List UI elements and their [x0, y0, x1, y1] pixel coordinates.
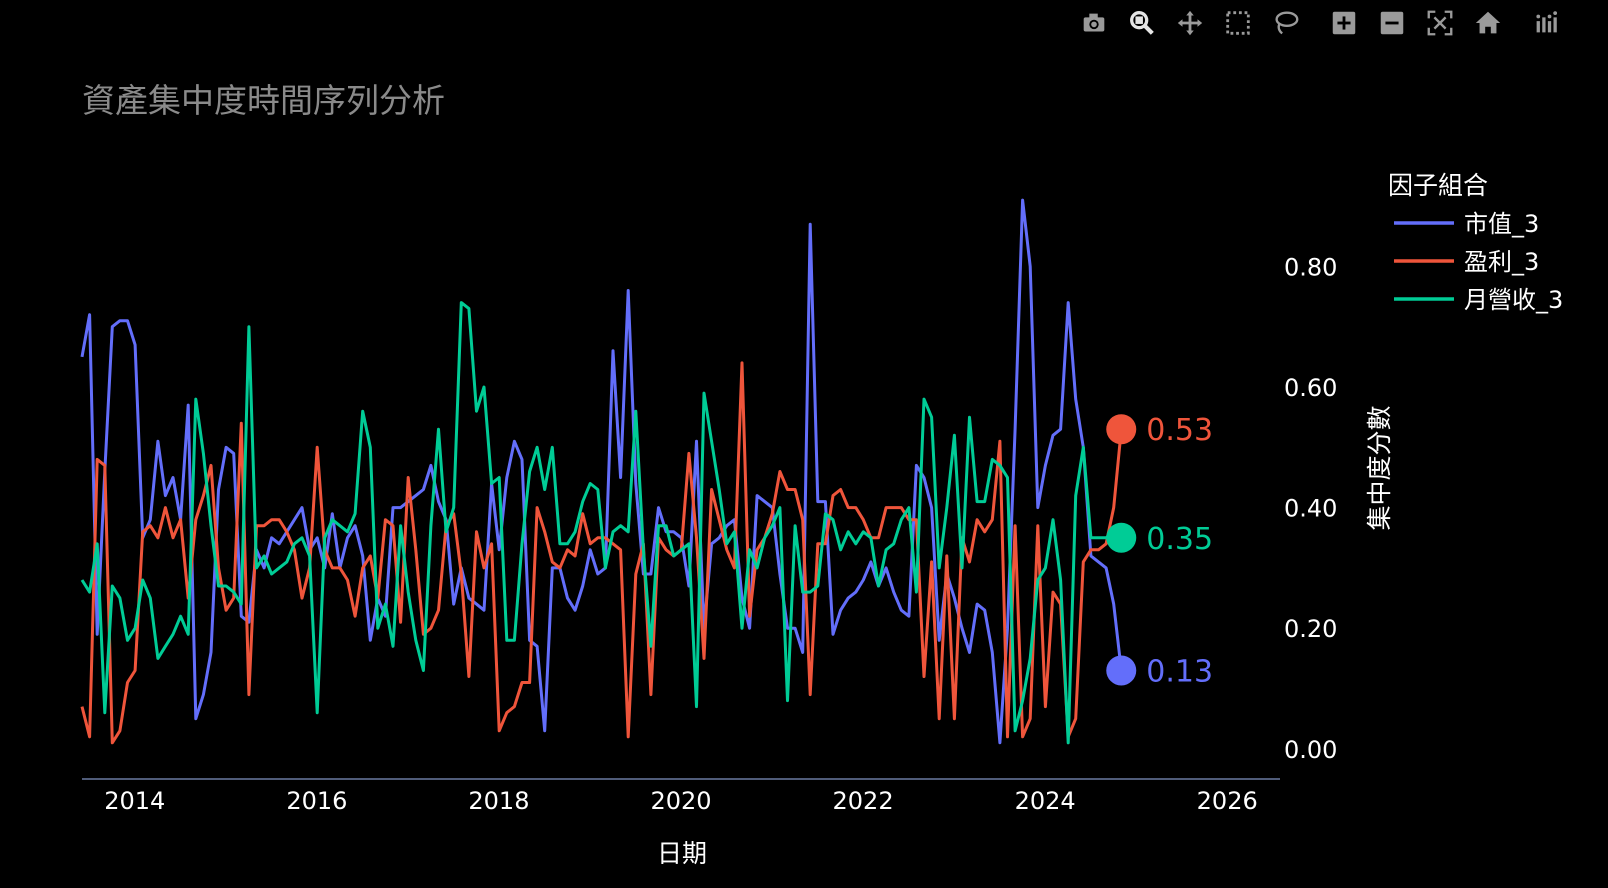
autoscale-icon [1427, 10, 1453, 36]
series-end-marker-2[interactable] [1106, 414, 1137, 445]
modebar [1070, 6, 1570, 40]
zoom-out-icon [1380, 11, 1404, 35]
x-tick-label: 2020 [650, 787, 711, 815]
legend-label: 月營收_3 [1464, 286, 1563, 314]
x-axis-title: 日期 [657, 839, 707, 868]
end-labels: 0.13 0.53 0.35 [1106, 413, 1213, 689]
lasso-select-icon [1275, 11, 1299, 35]
legend-item-1[interactable]: 市值_3 [1394, 210, 1539, 238]
reset-axes-button[interactable] [1464, 6, 1512, 40]
zoom-button[interactable] [1118, 6, 1166, 40]
zoom-in-button[interactable] [1320, 6, 1368, 40]
pan-icon [1177, 10, 1203, 36]
camera-button[interactable] [1070, 6, 1118, 40]
y-axis-title: 集中度分數 [1365, 405, 1394, 530]
x-tick-label: 2022 [833, 787, 894, 815]
y-tick-label: 0.40 [1284, 495, 1337, 523]
camera-icon [1083, 13, 1105, 32]
plotly-logo-icon [1536, 11, 1558, 33]
y-tick-label: 0.00 [1284, 736, 1337, 764]
x-tick-label: 2016 [286, 787, 347, 815]
legend-label: 市值_3 [1464, 210, 1539, 238]
series-end-label-3: 0.35 [1146, 522, 1213, 557]
series-end-label-2: 0.53 [1146, 413, 1213, 448]
autoscale-button[interactable] [1416, 6, 1464, 40]
legend-label: 盈利_3 [1464, 248, 1539, 276]
series-end-label-1: 0.13 [1146, 654, 1213, 689]
zoom-in-icon [1332, 11, 1356, 35]
legend-title: 因子組合 [1388, 171, 1488, 200]
legend-item-3[interactable]: 月營收_3 [1394, 286, 1563, 314]
x-tick-label: 2026 [1197, 787, 1258, 815]
zoom-out-button[interactable] [1368, 6, 1416, 40]
x-tick-label: 2024 [1015, 787, 1076, 815]
zoom-icon [1130, 11, 1154, 35]
plotly-logo-button[interactable] [1522, 6, 1570, 40]
y-tick-label: 0.60 [1284, 374, 1337, 402]
y-tick-label: 0.20 [1284, 615, 1337, 643]
y-tick-labels: 0.00 0.20 0.40 0.60 0.80 [1284, 253, 1337, 763]
x-tick-label: 2014 [104, 787, 165, 815]
legend-item-2[interactable]: 盈利_3 [1394, 248, 1539, 276]
series-end-marker-1[interactable] [1106, 655, 1137, 686]
reset-axes-icon [1475, 11, 1501, 34]
y-tick-label: 0.80 [1284, 253, 1337, 281]
plot-area[interactable] [80, 198, 1123, 745]
pan-button[interactable] [1166, 6, 1214, 40]
x-tick-label: 2018 [468, 787, 529, 815]
x-tick-labels: 2014 2016 2018 2020 2022 2024 2026 [104, 787, 1257, 815]
series-end-marker-3[interactable] [1106, 522, 1137, 553]
lasso-select-button[interactable] [1262, 6, 1310, 40]
chart-title: 資產集中度時間序列分析 [82, 81, 445, 120]
box-select-button[interactable] [1214, 6, 1262, 40]
box-select-icon [1226, 11, 1250, 35]
legend: 因子組合 市值_3 盈利_3 月營收_3 [1388, 171, 1563, 314]
series-line-3[interactable] [80, 301, 1123, 745]
